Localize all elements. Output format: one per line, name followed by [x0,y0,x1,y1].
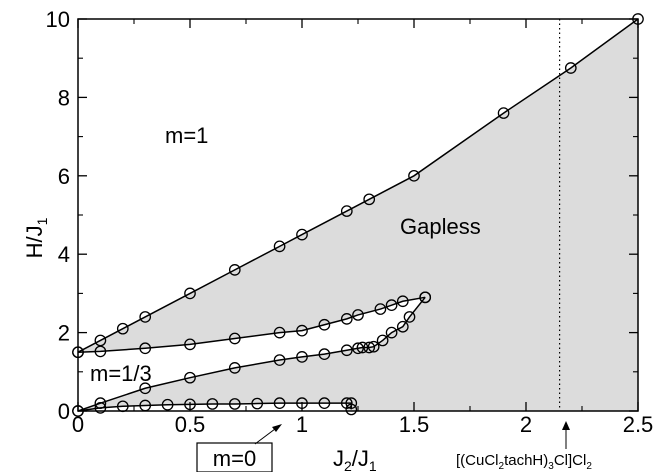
data-point [385,326,398,339]
label-m13: m=1/3 [90,361,152,386]
label-m1: m=1 [165,123,208,148]
data-point [340,205,353,217]
data-point [228,362,241,374]
data-point [228,332,241,345]
gapless-area [78,19,638,411]
data-point [318,348,331,361]
data-point [184,371,196,384]
x-tick-label: 0.5 [175,412,206,437]
data-point [403,311,416,323]
y-tick-label: 10 [46,7,70,32]
data-point [296,351,308,363]
y-tick-label: 8 [58,85,70,110]
data-point [228,398,241,410]
data-point [184,287,196,300]
data-point [139,342,152,355]
y-tick-label: 2 [58,321,70,346]
data-point [352,342,364,355]
x-tick-label: 0 [72,412,84,437]
data-point [363,341,376,354]
data-point [318,397,331,410]
data-point [273,326,286,339]
data-point [139,382,152,395]
data-point [161,398,174,411]
data-point [367,340,380,353]
data-point [94,397,107,410]
x-tick-label: 2 [520,412,532,437]
m0-label-box [196,442,273,472]
data-point [184,338,196,351]
data-point [94,345,107,358]
x-tick-label: 1.5 [399,412,430,437]
compound-label: [(CuCl2tachH)3Cl]Cl2 [456,452,592,472]
label-m0: m=0 [213,446,256,471]
data-point [352,309,364,321]
data-point [340,344,353,357]
data-point [385,299,398,312]
label-gapless: Gapless [400,214,481,239]
data-point [363,193,376,206]
data-point [356,341,369,354]
data-point [273,240,286,253]
x-axis-title: J2/J1 [333,446,377,472]
data-point [497,107,510,119]
data-point [206,398,219,410]
x-tick-label: 2.5 [623,412,654,437]
gapless-region-fill [78,19,638,411]
series-line-m13-upper [77,296,426,353]
data-point [345,403,358,416]
data-point [94,402,107,414]
data-point [273,397,286,410]
gapless-area-lower [78,297,426,411]
data-point [419,291,432,304]
series-line-m0 [77,402,353,412]
y-tick-label: 4 [58,242,70,267]
axis-ticks: 0 0.5 1 1.5 2 2.5 0 2 4 6 8 10 [46,7,654,437]
data-point [340,313,353,325]
data-point [396,320,409,333]
y-tick-label: 0 [58,399,70,424]
data-point [251,397,264,410]
data-point [139,311,152,323]
y-axis-title: H/J1 [22,217,50,258]
data-point [116,322,129,335]
data-point [345,397,358,410]
data-point [318,318,331,331]
m0-arrow-head [272,424,282,432]
y-tick-label: 6 [58,164,70,189]
data-point [564,62,577,74]
series-line-saturation [77,18,639,353]
data-point [273,354,286,366]
data-point [376,334,389,347]
data-point [374,303,387,315]
x-tick-label: 1 [296,412,308,437]
data-point [396,295,409,308]
data-point [296,324,308,337]
compound-arrow-head [562,421,570,430]
data-point [408,169,420,182]
data-point [228,264,241,276]
data-point [296,228,308,241]
